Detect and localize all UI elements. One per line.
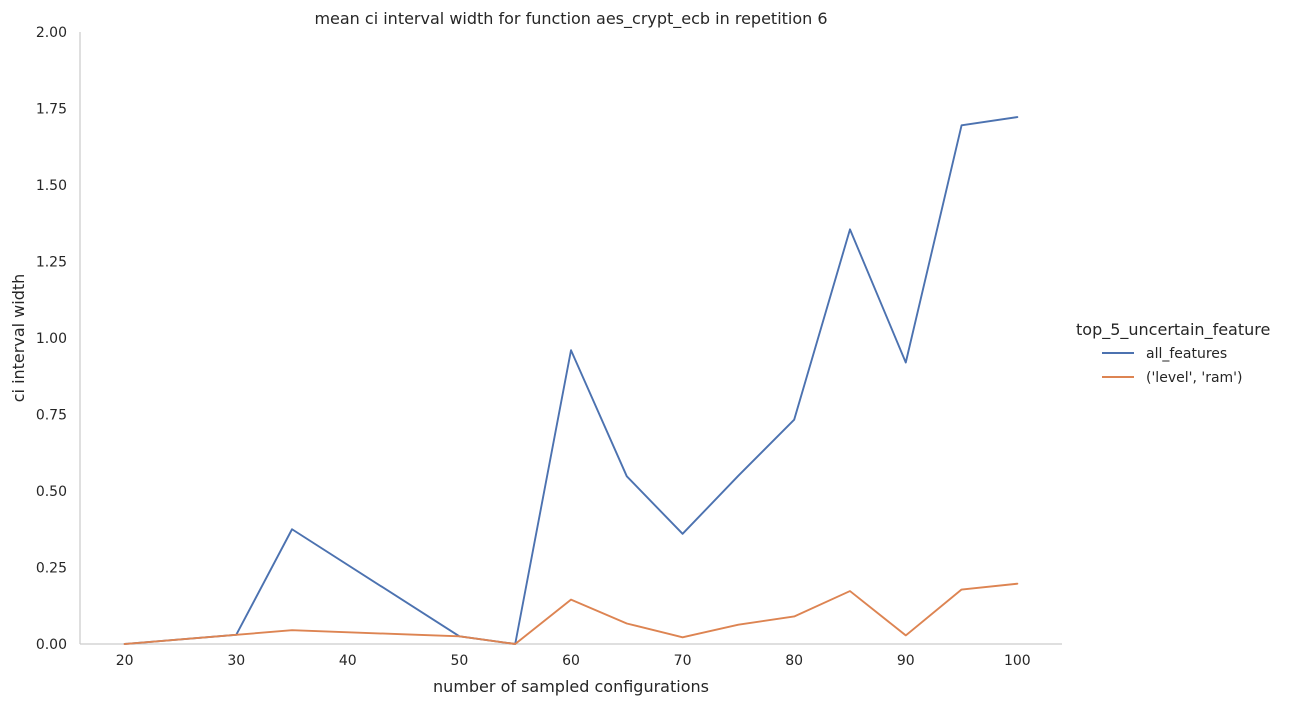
axes [79, 32, 1062, 645]
y-tick-labels: 0.00 0.25 0.50 0.75 1.00 1.25 1.50 1.75 2.00 [36, 25, 67, 653]
series-lines [123, 116, 1019, 645]
y-tick-label: 1.50 [36, 178, 67, 194]
x-tick-label: 90 [897, 653, 915, 669]
x-tick-label: 80 [785, 653, 803, 669]
y-axis-label: ci interval width [9, 274, 28, 403]
legend-entry: all_features [1146, 346, 1227, 362]
x-axis-label: number of sampled configurations [433, 677, 709, 696]
chart-title: mean ci interval width for function aes_… [314, 9, 827, 29]
y-tick-label: 2.00 [36, 25, 67, 41]
legend: top_5_uncertain_feature all_features ('le… [1076, 320, 1270, 386]
x-tick-label: 70 [674, 653, 692, 669]
x-tick-label: 20 [116, 653, 134, 669]
legend-entry: ('level', 'ram') [1146, 370, 1242, 386]
x-tick-label: 100 [1004, 653, 1031, 669]
legend-title: top_5_uncertain_feature [1076, 320, 1270, 340]
y-tick-label: 0.25 [36, 561, 67, 577]
y-tick-label: 0.75 [36, 408, 67, 424]
y-tick-label: 1.75 [36, 102, 67, 118]
y-tick-label: 1.25 [36, 255, 67, 271]
series-line-1 [123, 582, 1019, 645]
series-line-0 [123, 116, 1019, 645]
x-tick-label: 50 [450, 653, 468, 669]
x-tick-labels: 20 30 40 50 60 70 80 90 100 [116, 653, 1031, 669]
y-tick-label: 1.00 [36, 331, 67, 347]
x-tick-label: 40 [339, 653, 357, 669]
y-tick-label: 0.50 [36, 484, 67, 500]
x-tick-label: 60 [562, 653, 580, 669]
x-tick-label: 30 [227, 653, 245, 669]
y-tick-label: 0.00 [36, 637, 67, 653]
